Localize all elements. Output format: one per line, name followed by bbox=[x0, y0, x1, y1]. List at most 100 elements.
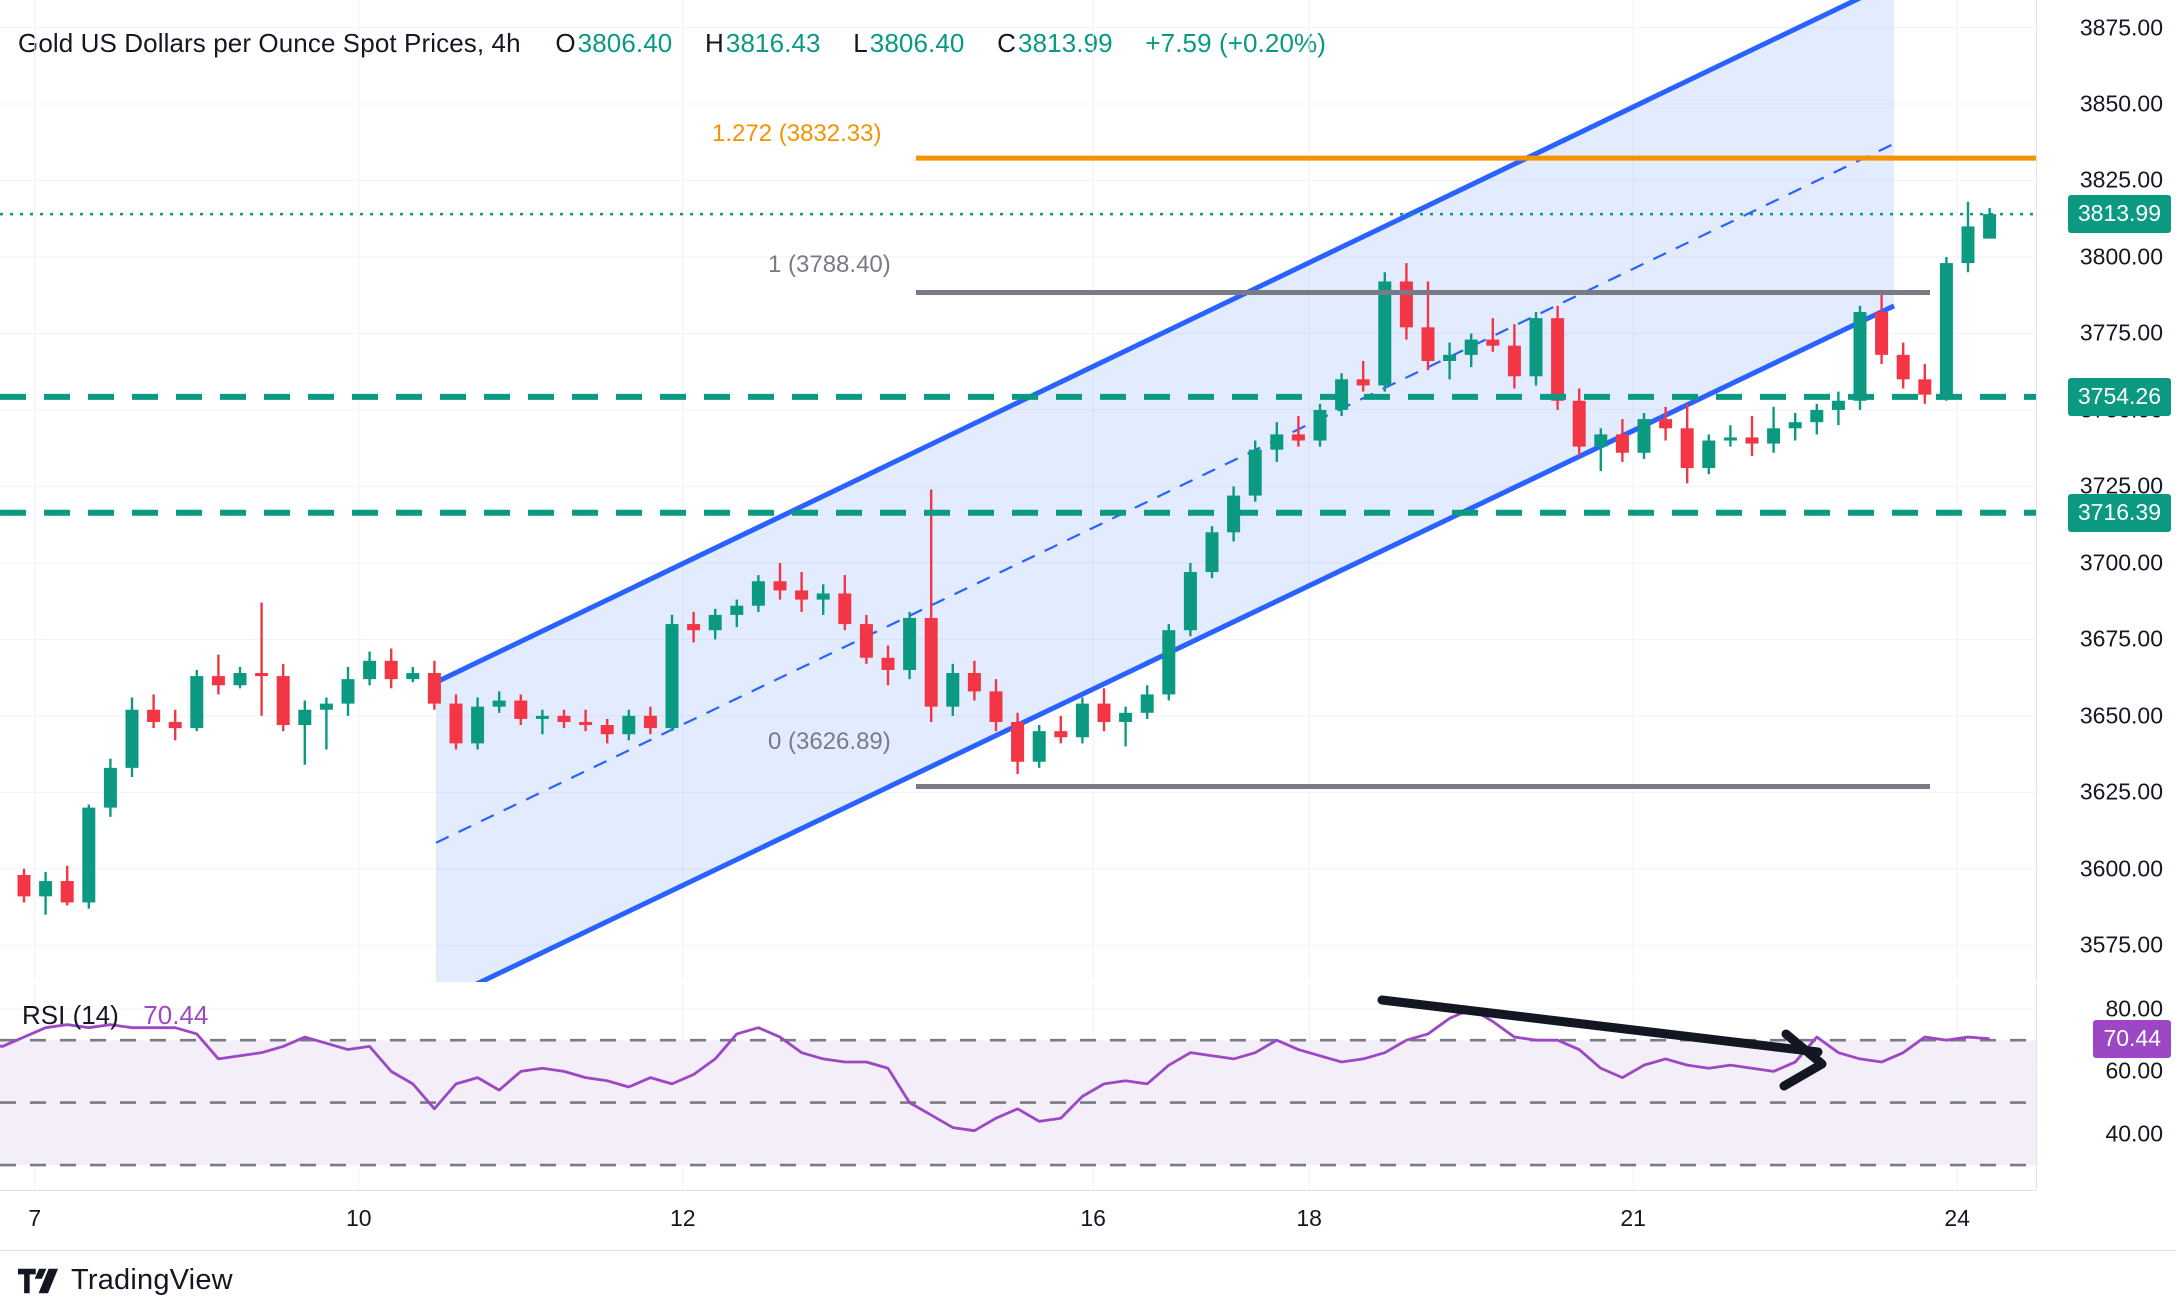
price-chart-pane[interactable]: 1.272 (3832.33) 1 (3788.40) 0 (3626.89) bbox=[0, 0, 2036, 982]
candle bbox=[1831, 391, 1845, 426]
last-price-badge[interactable]: 3813.99 bbox=[2067, 195, 2171, 234]
candle bbox=[1119, 706, 1133, 747]
candle bbox=[665, 614, 679, 732]
rsi-legend[interactable]: RSI (14) 70.44 bbox=[22, 1000, 208, 1031]
candle bbox=[924, 489, 938, 722]
candle bbox=[1680, 403, 1694, 484]
ohlc-high-value: 3816.43 bbox=[725, 28, 821, 58]
tradingview-logo[interactable]: TradingView bbox=[18, 1264, 233, 1297]
fib-1272-label: 1.272 (3832.33) bbox=[712, 120, 882, 147]
price-tick-label: 3875.00 bbox=[2079, 14, 2163, 41]
time-tick-label: 21 bbox=[1620, 1205, 1646, 1231]
candle bbox=[881, 645, 895, 686]
rsi-pane[interactable] bbox=[0, 984, 2036, 1190]
rsi-tick-label: 60.00 bbox=[2105, 1057, 2163, 1084]
fib-0-label: 0 (3626.89) bbox=[768, 728, 891, 755]
ohlc-close-value: 3813.99 bbox=[1018, 28, 1113, 58]
chart-legend[interactable]: Gold US Dollars per Ounce Spot Prices, 4… bbox=[18, 28, 1328, 59]
candle bbox=[600, 718, 614, 744]
candle bbox=[967, 660, 981, 701]
time-tick-label: 18 bbox=[1296, 1205, 1322, 1231]
candle bbox=[1788, 412, 1802, 441]
price-tick-label: 3850.00 bbox=[2079, 90, 2163, 117]
candle bbox=[1270, 422, 1284, 462]
candle bbox=[1248, 440, 1262, 502]
candle bbox=[1875, 290, 1889, 365]
ohlc-open-value: 3806.40 bbox=[577, 28, 673, 58]
time-tick-label: 10 bbox=[346, 1205, 372, 1231]
price-change: +7.59 (+0.20%) bbox=[1145, 28, 1327, 58]
price-tick-label: 3650.00 bbox=[2079, 702, 2163, 729]
price-tick-label: 3675.00 bbox=[2079, 625, 2163, 652]
candle bbox=[1637, 412, 1651, 459]
support-badge[interactable]: 3716.39 bbox=[2067, 493, 2171, 532]
tradingview-mark-icon bbox=[18, 1267, 58, 1295]
rsi-trend-arrow bbox=[1377, 995, 1827, 1091]
candle bbox=[1054, 715, 1068, 744]
candle bbox=[643, 706, 657, 735]
candle bbox=[1723, 425, 1737, 447]
rsi-value-badge[interactable]: 70.44 bbox=[2093, 1019, 2171, 1058]
rsi-tick-label: 40.00 bbox=[2105, 1120, 2163, 1147]
candle bbox=[492, 691, 506, 713]
ohlc-close-key: C bbox=[997, 28, 1017, 58]
candle bbox=[1486, 318, 1500, 352]
candle bbox=[1918, 364, 1932, 404]
candle bbox=[1075, 697, 1089, 744]
resistance-badge[interactable]: 3754.26 bbox=[2067, 377, 2171, 416]
candle bbox=[903, 611, 917, 680]
candle bbox=[1853, 305, 1867, 410]
candle bbox=[1594, 428, 1608, 472]
ohlc-low-key: L bbox=[853, 28, 868, 58]
candle bbox=[773, 562, 787, 600]
candle bbox=[859, 614, 873, 664]
candle bbox=[1745, 416, 1759, 456]
candle bbox=[1659, 406, 1673, 441]
candle bbox=[39, 871, 53, 915]
candle bbox=[1810, 403, 1824, 435]
candle bbox=[168, 709, 182, 741]
price-scale[interactable]: 3875.003850.003825.003800.003775.003750.… bbox=[2036, 0, 2176, 982]
candle bbox=[82, 804, 96, 909]
time-tick-label: 24 bbox=[1944, 1205, 1970, 1231]
candle bbox=[1961, 201, 1975, 273]
price-tick-label: 3825.00 bbox=[2079, 166, 2163, 193]
symbol-title[interactable]: Gold US Dollars per Ounce Spot Prices, 4… bbox=[18, 28, 521, 58]
candle bbox=[1939, 256, 1953, 401]
candle bbox=[471, 697, 485, 750]
candle bbox=[147, 694, 161, 729]
candle bbox=[816, 584, 830, 615]
time-scale[interactable]: 71012161821242612:00Oct bbox=[0, 1190, 2036, 1251]
candle bbox=[341, 666, 355, 716]
candle bbox=[1896, 342, 1910, 389]
candle bbox=[276, 663, 290, 732]
candle bbox=[1421, 281, 1435, 371]
candle bbox=[1507, 324, 1521, 389]
candle bbox=[298, 700, 312, 765]
ohlc-open-key: O bbox=[555, 28, 576, 58]
rsi-scale[interactable]: 80.00 60.00 40.00 70.44 bbox=[2036, 984, 2176, 1190]
footer-bar bbox=[0, 1250, 2176, 1306]
candle bbox=[255, 602, 269, 716]
candle bbox=[1313, 403, 1327, 447]
candle bbox=[557, 709, 571, 729]
price-tick-label: 3575.00 bbox=[2079, 931, 2163, 958]
candle bbox=[319, 697, 333, 750]
time-tick-label: 7 bbox=[28, 1205, 42, 1231]
candle bbox=[1291, 416, 1305, 447]
candle bbox=[838, 575, 852, 631]
candle bbox=[233, 666, 247, 689]
candle bbox=[125, 697, 139, 778]
candle bbox=[514, 694, 528, 726]
candle bbox=[1097, 688, 1111, 732]
candle bbox=[946, 663, 960, 716]
price-tick-label: 3775.00 bbox=[2079, 319, 2163, 346]
candle bbox=[1011, 712, 1025, 774]
candle bbox=[427, 660, 441, 710]
rsi-tick-label: 80.00 bbox=[2105, 995, 2163, 1022]
candle bbox=[449, 694, 463, 750]
candle bbox=[363, 651, 377, 686]
price-plot bbox=[0, 0, 2036, 982]
candle bbox=[1140, 685, 1154, 719]
